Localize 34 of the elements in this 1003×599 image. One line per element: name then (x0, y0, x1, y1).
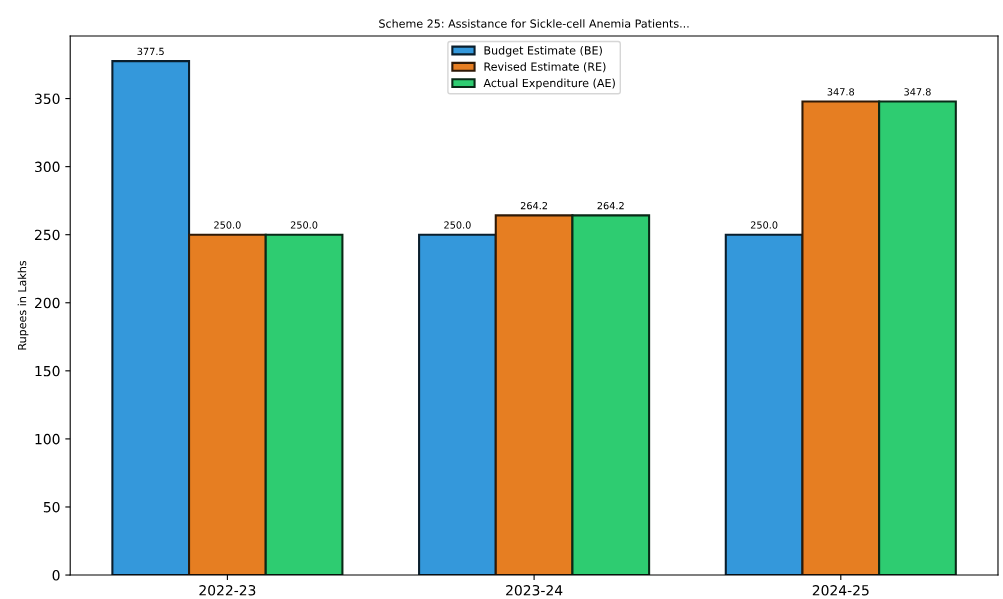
y-tick-label: 50 (43, 501, 60, 513)
bar (264, 233, 344, 576)
x-tick-label: 2022-23 (199, 585, 256, 596)
bar (494, 214, 574, 576)
legend-label: Revised Estimate (RE) (484, 62, 606, 73)
data-label: 264.2 (597, 201, 624, 210)
bar (111, 60, 191, 576)
y-tick-label: 150 (35, 365, 60, 377)
data-label: 377.5 (137, 47, 164, 56)
bar (188, 233, 267, 576)
data-label: 347.8 (904, 88, 931, 96)
bar (878, 100, 957, 576)
bar (724, 233, 804, 576)
y-tick-label: 250 (35, 229, 60, 241)
data-label: 250.0 (290, 221, 318, 229)
y-tick-label: 300 (35, 161, 60, 173)
data-label: 250.0 (444, 221, 471, 229)
data-label: 250.0 (750, 221, 778, 229)
legend-label: Actual Expenditure (AE) (483, 78, 615, 90)
bar (801, 100, 881, 576)
x-tick-label: 2023-24 (506, 585, 563, 596)
data-label: 250.0 (214, 221, 241, 229)
data-label: 347.8 (827, 88, 855, 96)
y-tick-label: 0 (52, 570, 60, 581)
bar (571, 214, 651, 576)
chart-title: Scheme 25: Assistance for Sickle-cell Anemia Patients... (379, 19, 689, 28)
y-tick-label: 200 (35, 297, 60, 309)
y-tick-label: 100 (35, 433, 60, 445)
y-axis-title: Rupees in Lakhs (17, 260, 29, 350)
x-tick-label: 2024-25 (812, 585, 869, 596)
legend-label: Budget Estimate (BE) (484, 45, 602, 57)
data-label: 264.2 (520, 201, 548, 210)
bar (418, 233, 497, 576)
y-tick-label: 350 (35, 93, 60, 105)
